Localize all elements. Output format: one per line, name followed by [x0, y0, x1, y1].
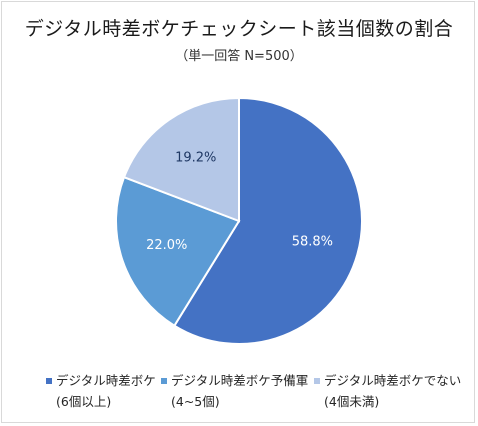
legend-swatch-not-jetlag: [314, 378, 320, 384]
legend-swatch-digital-jetlag: [46, 378, 52, 384]
slice-label-digital-jetlag: 58.8%: [292, 234, 333, 249]
legend-swatch-reserve: [161, 378, 167, 384]
legend-note-digital-jetlag: (6個以上): [56, 394, 112, 409]
chart-title: デジタル時差ボケチェックシート該当個数の割合: [24, 18, 454, 40]
legend-label-reserve: デジタル時差ボケ予備軍: [171, 373, 309, 388]
pie-slice-digital-jetlag: [173, 96, 363, 345]
legend-note-reserve: (4~5個): [171, 394, 220, 409]
slice-label-not-jetlag: 19.2%: [175, 151, 216, 166]
legend-label-not-jetlag: デジタル時差ボケでない: [324, 373, 462, 388]
pie-slice-not-jetlag: [122, 96, 240, 223]
slice-label-reserve: 22.0%: [146, 238, 187, 253]
chart-subtitle: （単一回答 N=500）: [175, 49, 303, 64]
pie-slice-reserve: [115, 175, 241, 328]
legend-note-not-jetlag: (4個未満): [324, 394, 380, 409]
legend-label-digital-jetlag: デジタル時差ボケ: [56, 373, 156, 388]
